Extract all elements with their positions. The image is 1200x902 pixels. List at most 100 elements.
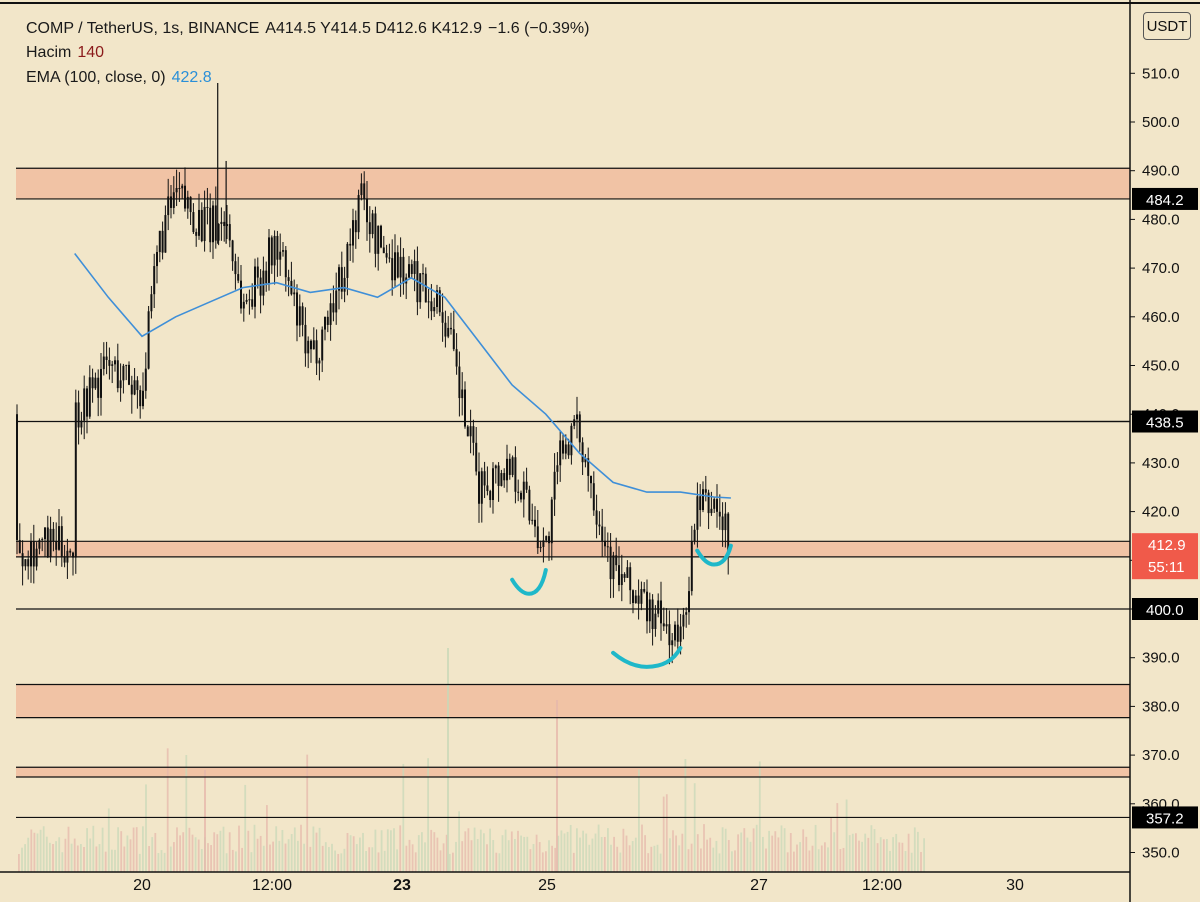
volume-bar bbox=[250, 852, 253, 872]
candle-body bbox=[662, 623, 665, 627]
volume-bar bbox=[892, 837, 894, 872]
price-label-box bbox=[1132, 806, 1198, 829]
volume-bar bbox=[796, 844, 798, 872]
volume-bar bbox=[557, 835, 560, 872]
candle-body bbox=[94, 377, 97, 389]
candle-body bbox=[657, 600, 660, 614]
volume-bar bbox=[498, 853, 501, 872]
time-axis[interactable]: 20 12:00 23 25 27 12:00 30 bbox=[133, 877, 1024, 894]
candle-body bbox=[74, 402, 77, 558]
candle-body bbox=[105, 356, 108, 360]
candle-body bbox=[724, 513, 727, 531]
candle-body bbox=[522, 481, 525, 500]
legend-ema-line: EMA (100, close, 0) 422.8 bbox=[26, 69, 212, 87]
candle-body bbox=[408, 264, 410, 278]
volume-bar bbox=[107, 808, 110, 872]
candle-body bbox=[147, 311, 150, 369]
volume-bar bbox=[724, 828, 727, 872]
candle-body bbox=[251, 299, 254, 307]
volume-bar bbox=[721, 827, 724, 872]
volume-bar bbox=[64, 838, 67, 872]
candle-body bbox=[340, 267, 343, 292]
candle-body bbox=[91, 377, 94, 389]
candle-body bbox=[584, 458, 587, 463]
volume-label: Hacim bbox=[26, 44, 72, 61]
y-tick-label: 500.0 bbox=[1142, 114, 1180, 131]
candle-body bbox=[27, 559, 30, 567]
volume-bar bbox=[275, 826, 278, 872]
ema-value: 422.8 bbox=[171, 69, 212, 86]
y-tick-label: 490.0 bbox=[1142, 163, 1180, 180]
volume-bar bbox=[517, 830, 519, 872]
handdrawn-cup-1 bbox=[611, 645, 683, 669]
candle-body bbox=[279, 251, 282, 260]
volume-bar bbox=[49, 842, 51, 872]
volume-bar bbox=[833, 832, 836, 872]
volume-bar bbox=[734, 850, 736, 872]
currency-unit-button[interactable]: USDT bbox=[1143, 12, 1191, 40]
volume-bar bbox=[142, 826, 144, 872]
candle-body bbox=[21, 553, 24, 567]
volume-bar bbox=[312, 826, 315, 872]
volume-bar bbox=[396, 849, 398, 872]
volume-bar bbox=[582, 830, 584, 872]
volume-bar bbox=[27, 837, 30, 872]
volume-bar bbox=[479, 829, 482, 872]
symbol-label: COMP / TetherUS, 1s, BINANCE bbox=[26, 20, 260, 37]
candle-body bbox=[396, 252, 399, 278]
volume-bar bbox=[430, 829, 433, 872]
candle-body bbox=[371, 213, 374, 235]
change-value: −1.6 (−0.39%) bbox=[488, 20, 590, 37]
candle-body bbox=[609, 546, 612, 580]
volume-bar bbox=[45, 836, 48, 872]
volume-bar bbox=[76, 845, 79, 872]
candle-body bbox=[192, 212, 195, 233]
volume-bar bbox=[824, 842, 826, 872]
volume-bar bbox=[114, 849, 116, 872]
zone-2 bbox=[16, 684, 1130, 718]
candle-body bbox=[637, 595, 640, 604]
y-tick-label: 390.0 bbox=[1142, 650, 1180, 667]
volume-bar bbox=[380, 830, 383, 872]
price-axis[interactable]: 350.0360.0370.0380.0390.0400.0410.0420.0… bbox=[1130, 65, 1198, 862]
volume-bar bbox=[145, 784, 147, 872]
volume-bar bbox=[80, 844, 82, 872]
volume-bar bbox=[678, 845, 681, 872]
volume-bar bbox=[95, 846, 98, 872]
volume-bar bbox=[687, 849, 690, 872]
volume-bar bbox=[337, 853, 340, 872]
volume-bar bbox=[349, 835, 352, 872]
volume-bar bbox=[169, 846, 172, 872]
volume-bar bbox=[755, 824, 758, 872]
volume-bar bbox=[262, 845, 265, 872]
candle-body bbox=[716, 499, 718, 512]
candle-body bbox=[142, 390, 144, 407]
volume-bar bbox=[269, 844, 271, 872]
volume-bar bbox=[442, 843, 445, 872]
volume-bar bbox=[535, 834, 538, 872]
volume-bar bbox=[297, 840, 299, 872]
candle-body bbox=[301, 306, 304, 325]
candle-body bbox=[402, 256, 405, 284]
candle-body bbox=[651, 599, 654, 630]
x-tick-label: 12:00 bbox=[252, 877, 292, 894]
candle-body bbox=[382, 247, 385, 254]
volume-panel bbox=[18, 648, 925, 872]
candle-body bbox=[108, 359, 111, 366]
volume-bar bbox=[58, 837, 61, 872]
volume-bar bbox=[672, 830, 674, 872]
volume-bar bbox=[129, 839, 132, 872]
volume-bar bbox=[556, 700, 558, 872]
volume-bar bbox=[343, 848, 346, 872]
volume-bar bbox=[554, 847, 557, 872]
candle-body bbox=[486, 485, 489, 492]
volume-bar bbox=[669, 838, 671, 872]
annotations-layer bbox=[510, 543, 733, 669]
candle-body bbox=[114, 360, 116, 365]
volume-bar bbox=[904, 851, 907, 872]
volume-bar bbox=[780, 825, 783, 872]
candle-body bbox=[654, 613, 657, 630]
volume-bar bbox=[628, 845, 631, 872]
candle-body bbox=[634, 595, 637, 604]
